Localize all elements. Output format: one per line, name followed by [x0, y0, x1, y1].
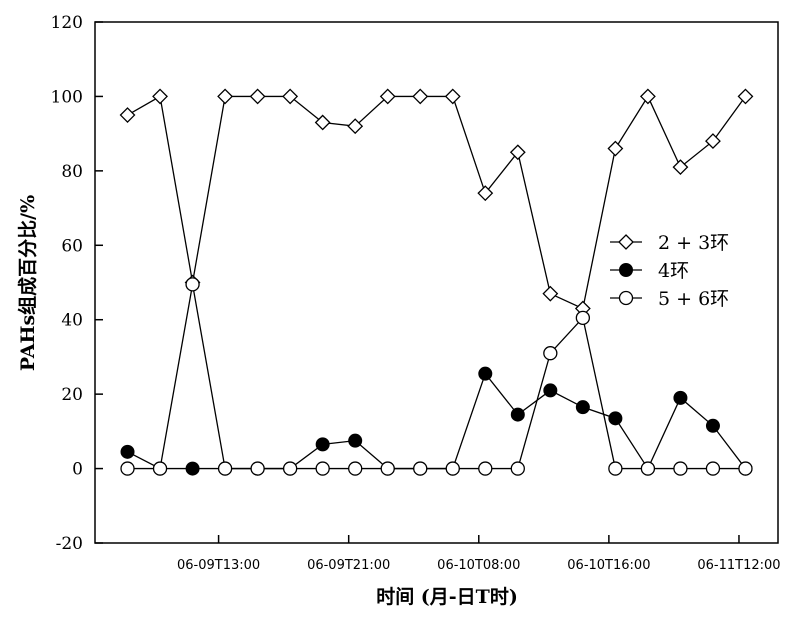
legend-entry: 5 + 6环 — [658, 288, 729, 310]
data-point-series-1 — [510, 407, 525, 422]
y-tick-label: 60 — [61, 236, 83, 256]
data-point-series-2 — [478, 461, 493, 476]
x-axis-title: 时间 (月-日T时) — [376, 586, 518, 608]
data-point-series-0 — [639, 88, 656, 105]
data-point-series-0 — [737, 88, 754, 105]
x-tick-label: 06-10T08:00 — [437, 558, 520, 573]
y-tick-label: 80 — [61, 162, 83, 182]
plot-frame — [94, 21, 779, 544]
legend-entry: 4环 — [658, 260, 689, 282]
series-line-2 — [127, 284, 746, 470]
data-point-series-1 — [705, 418, 720, 433]
data-point-series-0 — [379, 88, 396, 105]
data-point-series-1 — [608, 411, 623, 426]
data-point-series-2 — [575, 310, 591, 326]
y-tick-label: 120 — [51, 13, 83, 33]
legend-marker — [619, 263, 633, 277]
data-point-series-2 — [315, 461, 330, 476]
data-point-series-1 — [543, 383, 558, 398]
x-tick-label: 06-09T21:00 — [307, 558, 390, 573]
data-point-series-2 — [152, 461, 168, 476]
data-point-series-2 — [282, 461, 298, 476]
data-point-series-2 — [608, 461, 623, 476]
y-tick-label: -20 — [56, 534, 83, 554]
series-line-0 — [127, 95, 747, 310]
y-tick-label: 40 — [61, 311, 83, 331]
data-point-series-1 — [478, 366, 493, 381]
data-point-series-2 — [217, 461, 233, 476]
series-line-1 — [127, 372, 746, 470]
y-tick-label: 20 — [61, 385, 83, 405]
x-tick-label: 06-09T13:00 — [177, 558, 260, 573]
x-tick-label: 06-10T16:00 — [567, 558, 650, 573]
data-point-series-0 — [282, 88, 299, 105]
data-point-series-1 — [185, 461, 200, 476]
legend-entry: 2 + 3环 — [658, 232, 729, 254]
data-point-series-0 — [444, 88, 461, 105]
data-point-series-1 — [348, 433, 363, 448]
data-point-series-2 — [510, 461, 525, 476]
y-axis-title: PAHs组成百分比/% — [16, 195, 39, 371]
data-point-series-2 — [738, 461, 753, 476]
data-point-series-2 — [673, 461, 688, 476]
data-point-series-2 — [185, 277, 200, 292]
x-tick-label: 06-11T12:00 — [697, 558, 780, 573]
data-point-series-0 — [152, 88, 168, 105]
y-tick-label: 100 — [51, 87, 83, 107]
legend-marker — [618, 290, 634, 306]
data-point-series-2 — [640, 461, 656, 476]
data-point-series-2 — [445, 461, 460, 476]
data-point-series-1 — [575, 400, 590, 415]
data-point-series-1 — [315, 437, 330, 452]
data-point-series-0 — [477, 185, 494, 202]
data-point-series-0 — [119, 107, 136, 123]
data-point-series-0 — [217, 88, 234, 105]
data-point-series-1 — [673, 390, 688, 405]
y-tick-label: 0 — [72, 460, 83, 480]
data-point-series-2 — [380, 461, 395, 476]
data-point-series-2 — [705, 461, 721, 476]
data-point-series-2 — [543, 346, 558, 361]
data-point-series-2 — [348, 461, 363, 476]
data-point-series-0 — [672, 159, 689, 176]
data-point-series-2 — [413, 461, 428, 476]
data-point-series-2 — [120, 461, 135, 476]
data-point-series-0 — [249, 88, 266, 105]
data-point-series-2 — [250, 461, 265, 476]
data-point-series-0 — [509, 144, 526, 161]
data-point-series-0 — [607, 140, 624, 157]
data-point-series-0 — [314, 114, 331, 131]
legend-marker — [618, 234, 634, 250]
data-point-series-1 — [120, 444, 135, 459]
data-point-series-0 — [705, 133, 721, 150]
data-point-series-0 — [542, 285, 559, 302]
data-point-series-0 — [412, 88, 429, 105]
data-point-series-0 — [347, 118, 364, 135]
